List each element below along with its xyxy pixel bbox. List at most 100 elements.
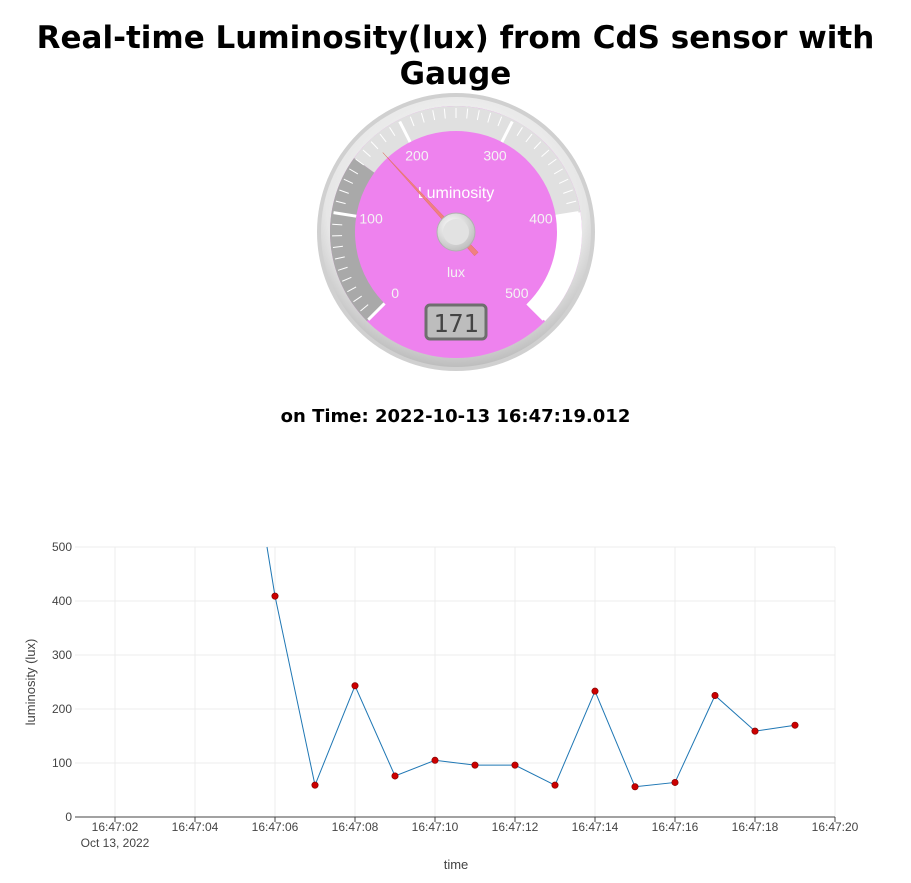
x-tick-label: 16:47:20 bbox=[812, 820, 859, 834]
gauge-minor-tick bbox=[543, 304, 552, 312]
gauge-minor-tick bbox=[547, 158, 557, 166]
page-title: Real-time Luminosity(lux) from CdS senso… bbox=[36, 20, 875, 92]
data-point bbox=[351, 682, 359, 690]
gauge-tick-label: 300 bbox=[483, 147, 507, 163]
gauge-minor-tick bbox=[337, 266, 348, 271]
gauge-tick-label: 200 bbox=[405, 147, 429, 163]
data-point bbox=[711, 692, 719, 700]
gauge-minor-tick bbox=[541, 149, 550, 157]
gauge-major-tick bbox=[500, 120, 514, 143]
gauge-major-tick bbox=[398, 120, 412, 143]
gauge-highlight-band bbox=[354, 105, 581, 217]
y-axis-title: luminosity (lux) bbox=[23, 639, 38, 726]
gauge-minor-tick bbox=[349, 168, 359, 175]
y-tick-label: 300 bbox=[52, 648, 72, 662]
y-tick-label: 500 bbox=[52, 540, 72, 554]
x-tick-label: 16:47:08 bbox=[332, 820, 379, 834]
gauge-minor-tick bbox=[334, 256, 345, 260]
gauge-minor-tick bbox=[476, 110, 480, 121]
y-tick-label: 100 bbox=[52, 756, 72, 770]
series-line bbox=[266, 546, 796, 788]
gauge-minor-tick bbox=[379, 133, 387, 143]
gauge-tick-label: 500 bbox=[505, 285, 529, 301]
gauge-minor-tick bbox=[563, 189, 573, 194]
x-tick-label: 16:47:04 bbox=[172, 820, 219, 834]
gauge-title: Luminosity bbox=[418, 185, 494, 202]
y-tick-label: 200 bbox=[52, 702, 72, 716]
time-line: on Time: 2022-10-13 16:47:19.012 bbox=[0, 406, 911, 427]
gauge-needle-hub-cap bbox=[443, 219, 469, 245]
luminosity-gauge: 0 100 200 300 400 500 Luminosity lux 171 bbox=[317, 93, 595, 371]
time-value: 2022-10-13 16:47:19.012 bbox=[374, 406, 631, 427]
gauge-minor-tick bbox=[362, 149, 371, 157]
data-point bbox=[391, 772, 399, 780]
gauge-tick-label: 100 bbox=[359, 211, 383, 227]
x-tick-label: 16:47:16 bbox=[652, 820, 699, 834]
data-point bbox=[271, 592, 279, 600]
x-tick-label: 16:47:02 bbox=[92, 820, 139, 834]
x-tick-date-label: Oct 13, 2022 bbox=[81, 836, 150, 850]
gauge-major-tick bbox=[555, 211, 579, 218]
data-point bbox=[551, 781, 559, 789]
gauge-minor-tick bbox=[553, 168, 563, 175]
y-tick-label: 400 bbox=[52, 594, 72, 608]
data-point bbox=[671, 778, 679, 786]
gauge-minor-tick bbox=[332, 223, 343, 226]
gauge-major-tick bbox=[526, 302, 545, 321]
gauge-minor-tick bbox=[335, 200, 346, 205]
gauge-minor-tick bbox=[497, 116, 503, 127]
data-point bbox=[591, 687, 599, 695]
gauge-minor-tick bbox=[569, 245, 580, 249]
data-point bbox=[311, 781, 319, 789]
gauge-minor-tick bbox=[533, 141, 542, 150]
gauge-minor-tick bbox=[409, 116, 415, 127]
gauge-minor-tick bbox=[466, 108, 469, 119]
y-tick-label: 0 bbox=[65, 810, 72, 824]
gauge-minor-tick bbox=[389, 127, 396, 137]
x-tick-label: 16:47:18 bbox=[732, 820, 779, 834]
gauge-major-tick bbox=[367, 302, 386, 321]
gauge-minor-tick bbox=[564, 266, 575, 271]
gauge-minor-tick bbox=[560, 276, 571, 282]
gauge-tick-label: 0 bbox=[391, 285, 399, 301]
gauge-minor-tick bbox=[487, 112, 492, 123]
data-point bbox=[511, 761, 519, 769]
data-point bbox=[631, 783, 639, 791]
gauge-minor-tick bbox=[569, 223, 580, 226]
x-tick-label: 16:47:12 bbox=[492, 820, 539, 834]
data-point bbox=[431, 756, 439, 764]
time-label: on Time: bbox=[280, 406, 369, 427]
gauge-minor-tick bbox=[516, 127, 523, 137]
gauge-highlight-band bbox=[527, 212, 582, 322]
gauge-minor-tick bbox=[525, 133, 533, 143]
gauge-minor-tick bbox=[432, 110, 436, 121]
gauge-minor-tick bbox=[360, 304, 369, 312]
gauge-minor-tick bbox=[347, 286, 357, 293]
data-point bbox=[791, 721, 799, 729]
gauge-units: lux bbox=[447, 264, 465, 280]
luminosity-chart: 0 100 200 300 400 500 16:47:02 Oct 13, 2022 16:4… bbox=[23, 540, 859, 872]
gauge-major-tick bbox=[333, 211, 357, 218]
gauge-minor-tick bbox=[555, 286, 565, 293]
gauge-minor-tick bbox=[341, 276, 352, 282]
gauge-minor-tick bbox=[558, 178, 569, 184]
data-point bbox=[751, 727, 759, 735]
x-tick-label: 16:47:10 bbox=[412, 820, 459, 834]
gauge-minor-tick bbox=[343, 178, 354, 184]
gauge-minor-tick bbox=[370, 141, 379, 150]
gauge-minor-tick bbox=[420, 112, 425, 123]
gauge-minor-tick bbox=[355, 158, 365, 166]
gauge-minor-tick bbox=[339, 189, 349, 194]
gauge-minor-tick bbox=[566, 200, 577, 205]
gauge-minor-tick bbox=[443, 108, 446, 119]
data-point bbox=[471, 761, 479, 769]
x-tick-label: 16:47:06 bbox=[252, 820, 299, 834]
x-axis-title: time bbox=[444, 857, 469, 872]
x-tick-label: 16:47:14 bbox=[572, 820, 619, 834]
gauge-tick-label: 400 bbox=[529, 211, 553, 227]
gauge-minor-tick bbox=[550, 295, 559, 303]
gauge-value-box bbox=[424, 303, 488, 341]
gauge-value-readout: 171 bbox=[433, 309, 478, 338]
gauge-minor-tick bbox=[567, 256, 578, 260]
gauge-minor-tick bbox=[332, 245, 343, 249]
